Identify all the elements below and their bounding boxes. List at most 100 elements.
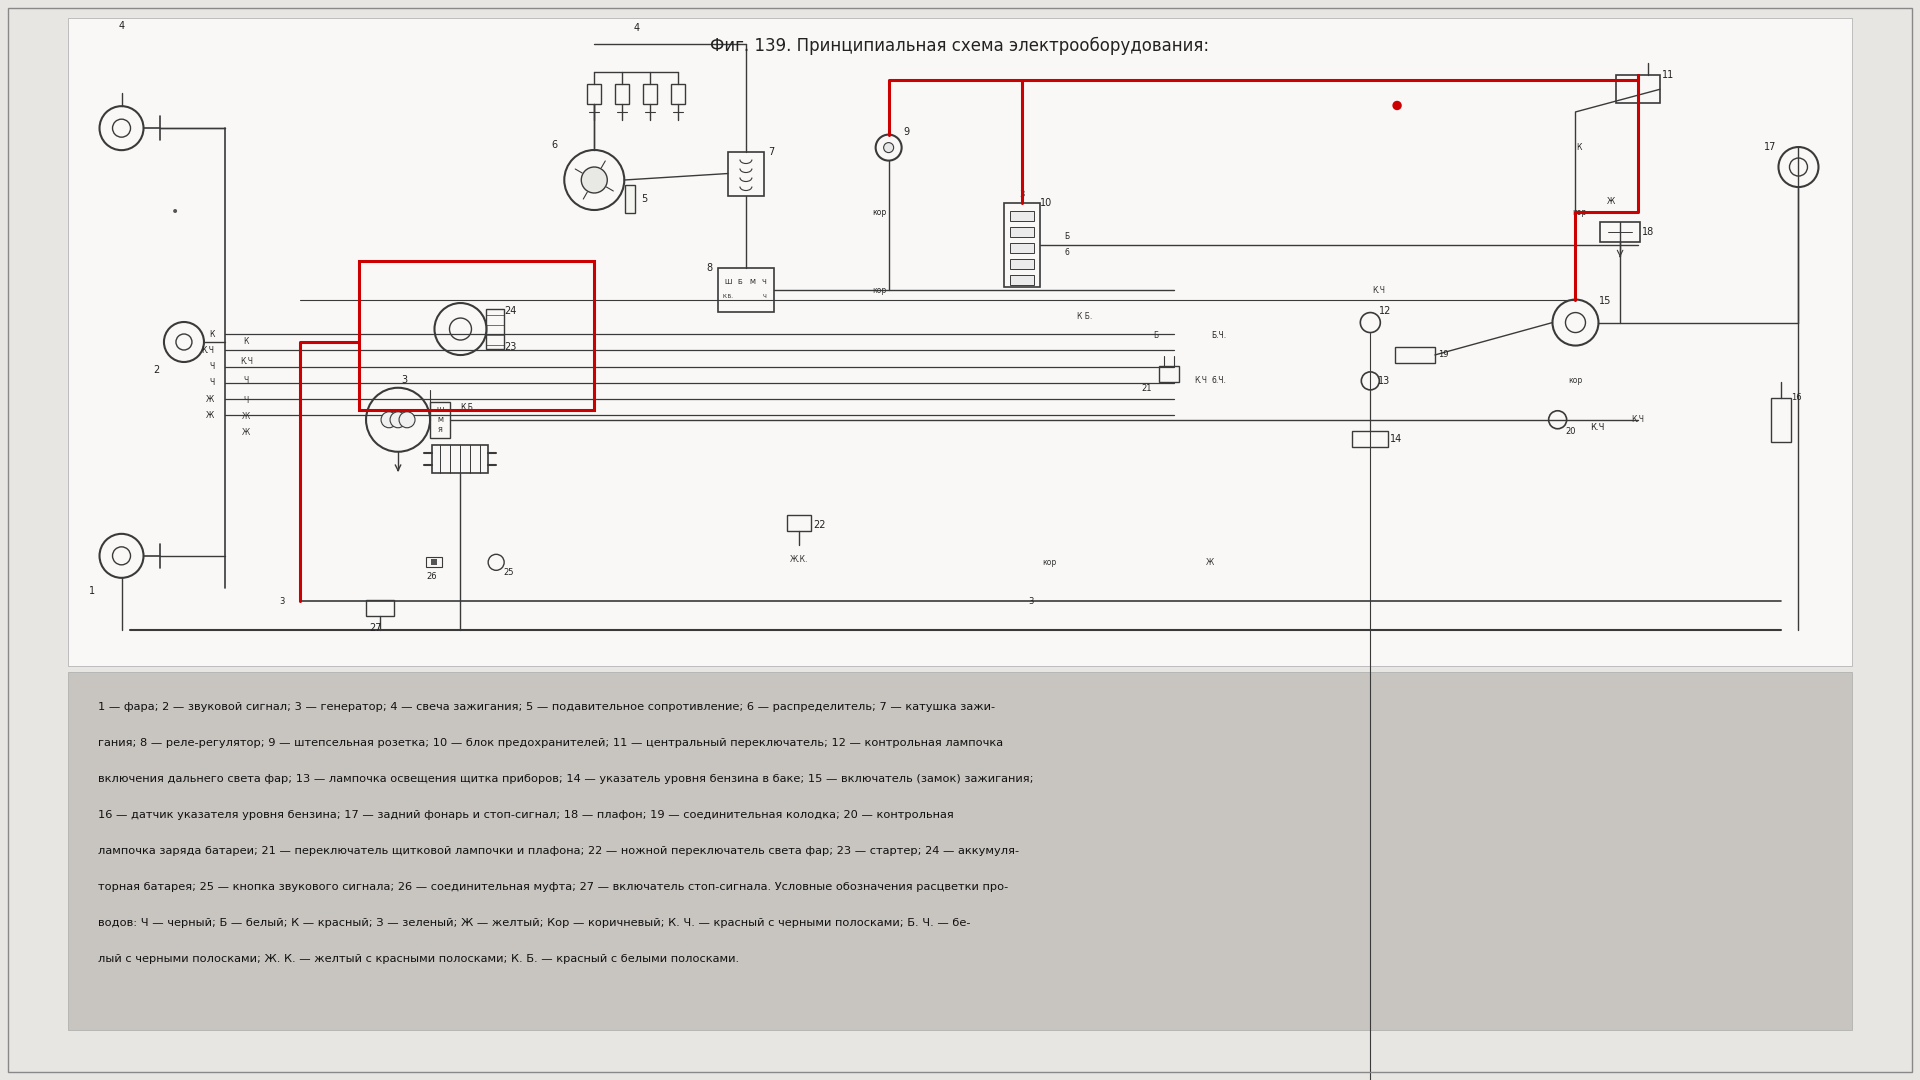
Bar	[728, 151, 764, 195]
Text: Ш: Ш	[436, 407, 444, 413]
Bar	[1160, 366, 1179, 382]
Text: К.Ч: К.Ч	[1632, 415, 1644, 424]
Text: Ж: Ж	[1607, 198, 1615, 206]
Text: 5: 5	[641, 194, 647, 204]
Bar	[67, 672, 1853, 1030]
Text: 14: 14	[1390, 434, 1402, 444]
Bar	[1010, 259, 1035, 269]
Circle shape	[883, 143, 893, 152]
Text: К.Ч: К.Ч	[1373, 285, 1386, 295]
Bar	[1010, 211, 1035, 220]
Text: гания; 8 — реле-регулятор; 9 — штепсельная розетка; 10 — блок предохранителей; 1: гания; 8 — реле-регулятор; 9 — штепсельн…	[98, 738, 1002, 748]
Text: Я: Я	[438, 427, 442, 433]
Text: Б: Б	[737, 279, 743, 285]
Bar	[426, 557, 442, 567]
Text: 4: 4	[634, 23, 639, 33]
Text: Ж: Ж	[205, 394, 215, 404]
Text: 16: 16	[1791, 393, 1803, 402]
Bar	[430, 559, 436, 565]
Text: 21: 21	[1142, 383, 1152, 393]
Circle shape	[582, 167, 607, 193]
Text: Б.Ч.: Б.Ч.	[1212, 330, 1227, 340]
Text: 12: 12	[1379, 306, 1392, 315]
Text: •: •	[171, 205, 179, 219]
Bar	[1352, 431, 1388, 447]
Circle shape	[1394, 102, 1402, 109]
Text: 16 — датчик указателя уровня бензина; 17 — задний фонарь и стоп-сигнал; 18 — пла: 16 — датчик указателя уровня бензина; 17…	[98, 810, 954, 820]
Text: Ж: Ж	[205, 410, 215, 420]
Circle shape	[390, 411, 405, 428]
Text: водов: Ч — черный; Б — белый; К — красный; З — зеленый; Ж — желтый; Кор — коричн: водов: Ч — черный; Б — белый; К — красны…	[98, 918, 970, 928]
Text: включения дальнего света фар; 13 — лампочка освещения щитка приборов; 14 — указа: включения дальнего света фар; 13 — лампо…	[98, 774, 1033, 784]
Text: Ч: Ч	[209, 378, 215, 388]
Text: М: М	[749, 279, 755, 285]
Bar	[643, 84, 657, 105]
Text: К Б.: К Б.	[1077, 311, 1092, 321]
Text: кор: кор	[1043, 557, 1056, 567]
Text: Ч: Ч	[209, 362, 215, 372]
Text: 19: 19	[1438, 350, 1448, 360]
Bar	[614, 84, 630, 105]
Text: торная батарея; 25 — кнопка звукового сигнала; 26 — соединительная муфта; 27 — в: торная батарея; 25 — кнопка звукового си…	[98, 882, 1008, 892]
Bar	[1010, 243, 1035, 253]
Bar	[486, 309, 505, 349]
Bar	[1770, 397, 1791, 442]
Bar	[1396, 347, 1434, 363]
Text: М: М	[438, 417, 444, 422]
Text: 6.Ч.: 6.Ч.	[1212, 377, 1227, 386]
Bar	[432, 445, 488, 473]
Circle shape	[399, 411, 415, 428]
Text: Фиг. 139. Принципиальная схема электрооборудования:: Фиг. 139. Принципиальная схема электрооб…	[710, 37, 1210, 55]
Text: 11: 11	[1663, 70, 1674, 80]
Text: Ж: Ж	[242, 411, 250, 421]
Bar	[1599, 221, 1640, 242]
Bar	[588, 84, 601, 105]
Text: 25: 25	[503, 568, 513, 577]
Text: К.Ч: К.Ч	[202, 346, 215, 355]
Text: К.Б.: К.Б.	[722, 294, 733, 299]
Text: 26: 26	[426, 571, 438, 581]
Text: 15: 15	[1599, 296, 1611, 306]
Text: Ч: Ч	[762, 294, 766, 299]
Text: 9: 9	[904, 126, 910, 136]
Text: кор: кор	[872, 207, 887, 217]
Text: 23: 23	[505, 342, 516, 352]
Bar	[626, 186, 636, 214]
Text: 2: 2	[154, 365, 159, 375]
Text: лампочка заряда батареи; 21 — переключатель щитковой лампочки и плафона; 22 — но: лампочка заряда батареи; 21 — переключат…	[98, 846, 1020, 856]
Text: К.Ч: К.Ч	[1590, 423, 1605, 432]
Text: 3: 3	[1020, 190, 1025, 200]
Bar	[367, 599, 394, 616]
Text: 3: 3	[280, 596, 284, 606]
Text: К.Ч: К.Ч	[240, 356, 253, 366]
Bar	[359, 261, 595, 410]
Text: 1: 1	[88, 585, 94, 596]
Text: К: К	[244, 337, 250, 347]
Text: кор: кор	[872, 285, 887, 295]
Bar	[67, 18, 1853, 666]
Text: К.Ч: К.Ч	[1194, 377, 1208, 386]
Text: 27: 27	[369, 623, 382, 633]
Text: К: К	[209, 329, 215, 339]
Bar	[430, 402, 449, 437]
Bar	[1617, 76, 1661, 104]
Text: К: К	[1576, 143, 1582, 152]
Text: кор: кор	[1572, 207, 1586, 217]
Text: К.Б.: К.Б.	[461, 403, 476, 413]
Text: Ж: Ж	[1206, 557, 1213, 567]
Text: 6: 6	[1064, 248, 1069, 257]
Text: 13: 13	[1379, 376, 1390, 386]
Text: кор: кор	[1569, 377, 1582, 386]
Text: 8: 8	[707, 264, 712, 273]
Text: 17: 17	[1764, 143, 1776, 152]
Text: 1 — фара; 2 — звуковой сигнал; 3 — генератор; 4 — свеча зажигания; 5 — подавител: 1 — фара; 2 — звуковой сигнал; 3 — генер…	[98, 702, 995, 712]
Text: Ж.К.: Ж.К.	[791, 554, 808, 564]
Text: 3: 3	[401, 375, 407, 384]
Bar	[1010, 227, 1035, 237]
Text: Б: Б	[1154, 330, 1160, 340]
Text: 20: 20	[1565, 428, 1576, 436]
Text: 22: 22	[814, 521, 826, 530]
Text: 24: 24	[505, 306, 516, 316]
Bar	[1004, 203, 1041, 287]
Text: 3: 3	[1029, 596, 1035, 606]
